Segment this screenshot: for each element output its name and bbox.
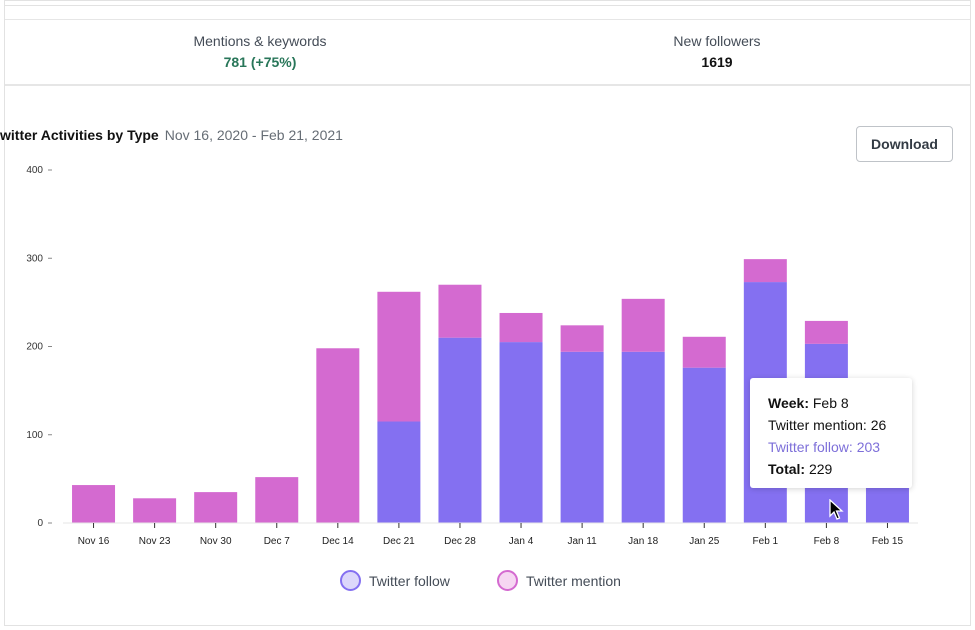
y-tick-label: 200 xyxy=(26,342,43,353)
bar-twitter-follow[interactable] xyxy=(682,367,726,523)
bar-twitter-mention[interactable] xyxy=(743,259,787,283)
stat-followers-value: 1619 xyxy=(701,54,733,70)
tooltip-follow: Twitter follow: 203 xyxy=(768,439,881,455)
stat-mentions-value: 781 (+75%) xyxy=(223,54,297,70)
tooltip-week-label: Week: xyxy=(768,395,809,411)
chart-header: witter Activities by Type Nov 16, 2020 - … xyxy=(0,127,343,143)
chart-title: witter Activities by Type xyxy=(0,127,159,143)
bar-twitter-follow[interactable] xyxy=(865,487,909,523)
y-axis: 0 100 200 300 400 xyxy=(26,165,52,529)
bar-twitter-mention[interactable] xyxy=(560,325,604,352)
x-tick-label: Jan 11 xyxy=(567,536,597,547)
tooltip-total-value: 229 xyxy=(808,461,833,477)
tooltip-total: Total: 229 xyxy=(768,458,912,480)
mouse-cursor-icon xyxy=(829,499,844,520)
bar-twitter-follow[interactable] xyxy=(560,351,604,523)
bar-twitter-mention[interactable] xyxy=(316,348,360,523)
x-axis: Nov 16 Nov 23 Nov 30 Dec 7 Dec 14 Dec 21 Dec 2… xyxy=(63,522,918,547)
stats-bar: Mentions & keywords 781 (+75%) New follo… xyxy=(5,19,970,86)
stat-followers-label: New followers xyxy=(673,33,761,49)
legend-label-mention: Twitter mention xyxy=(526,573,621,589)
stat-followers: New followers 1619 xyxy=(477,20,957,70)
bar-twitter-mention[interactable] xyxy=(194,492,238,523)
tooltip-week: Week: Feb 8 xyxy=(768,392,912,414)
bar-twitter-mention[interactable] xyxy=(499,312,543,343)
bar-twitter-mention[interactable] xyxy=(133,498,177,523)
bar-twitter-follow[interactable] xyxy=(621,351,665,523)
x-tick-label: Jan 25 xyxy=(689,536,719,547)
y-tick-label: 300 xyxy=(26,253,43,264)
x-tick-label: Dec 7 xyxy=(264,536,291,547)
y-tick-label: 100 xyxy=(26,430,43,441)
chart-tooltip: Week: Feb 8 Twitter mention: 26 Twitter … xyxy=(750,378,912,488)
x-tick-label: Jan 4 xyxy=(509,536,534,547)
bar-twitter-mention[interactable] xyxy=(255,477,299,523)
bar-twitter-mention[interactable] xyxy=(72,485,116,523)
bar-twitter-follow[interactable] xyxy=(438,337,482,523)
bar-twitter-mention[interactable] xyxy=(377,291,421,422)
chart-date-range: Nov 16, 2020 - Feb 21, 2021 xyxy=(164,127,343,143)
legend-label-follow: Twitter follow xyxy=(369,573,450,589)
download-button[interactable]: Download xyxy=(856,126,953,162)
legend-swatch-follow xyxy=(340,570,361,591)
y-tick-label: 0 xyxy=(37,518,43,529)
legend-swatch-mention xyxy=(497,570,518,591)
bar-twitter-mention[interactable] xyxy=(804,320,848,344)
x-tick-label: Feb 1 xyxy=(753,536,779,547)
y-tick-label: 400 xyxy=(26,165,43,176)
bar-twitter-mention[interactable] xyxy=(621,298,665,352)
bar-twitter-mention[interactable] xyxy=(438,284,482,338)
tooltip-total-label: Total: xyxy=(768,461,806,477)
x-tick-label: Dec 14 xyxy=(322,536,354,547)
tooltip-week-value: Feb 8 xyxy=(812,395,849,411)
x-tick-label: Jan 18 xyxy=(628,536,658,547)
stat-mentions-label: Mentions & keywords xyxy=(193,33,327,49)
top-divider xyxy=(4,0,971,6)
x-tick-label: Dec 28 xyxy=(444,536,476,547)
x-tick-label: Nov 30 xyxy=(200,536,232,547)
stat-mentions: Mentions & keywords 781 (+75%) xyxy=(20,20,500,70)
x-tick-label: Dec 21 xyxy=(383,536,415,547)
tooltip-mention: Twitter mention: 26 xyxy=(768,417,887,433)
bar-twitter-follow[interactable] xyxy=(377,421,421,523)
x-tick-label: Nov 16 xyxy=(78,536,110,547)
bar-twitter-follow[interactable] xyxy=(499,342,543,523)
card-frame xyxy=(4,0,971,626)
x-tick-label: Feb 8 xyxy=(814,536,840,547)
bar-twitter-mention[interactable] xyxy=(682,336,726,368)
x-tick-label: Feb 15 xyxy=(872,536,904,547)
x-tick-label: Nov 23 xyxy=(139,536,171,547)
